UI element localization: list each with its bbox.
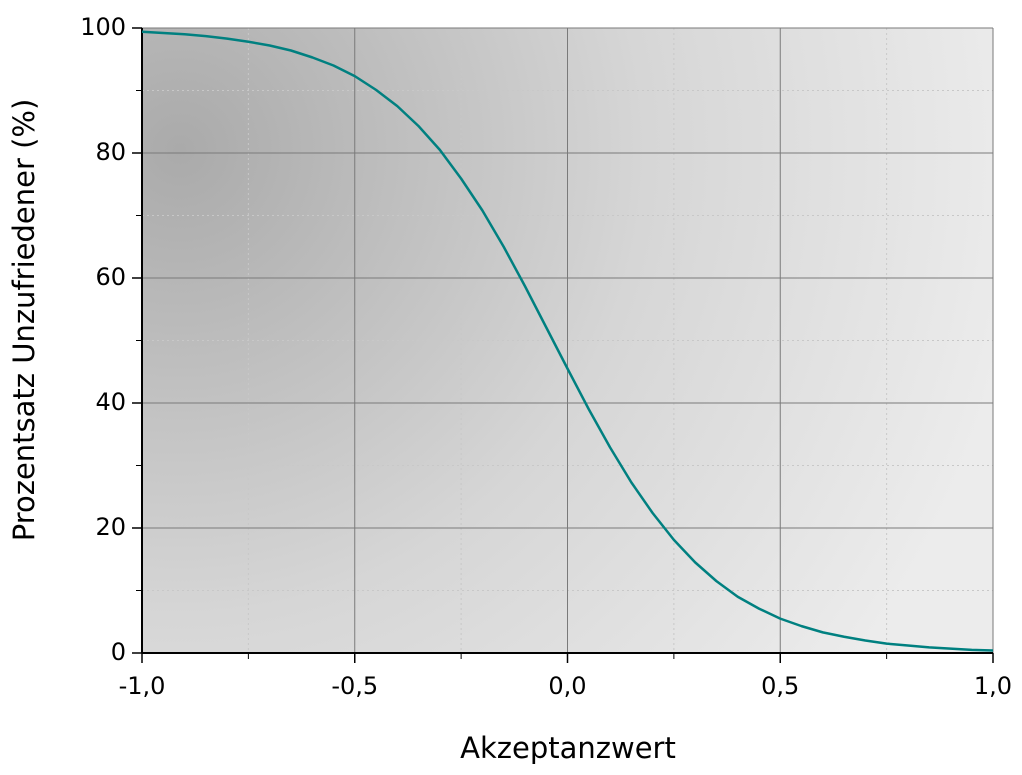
x-tick-label: 0,0	[548, 672, 586, 700]
x-axis-label: Akzeptanzwert	[460, 731, 676, 765]
grid	[132, 27, 994, 663]
y-tick-label: 0	[111, 638, 126, 666]
x-tick-label: -1,0	[119, 672, 166, 700]
x-tick-label: 1,0	[974, 672, 1012, 700]
y-axis-label: Prozentsatz Unzufriedener (%)	[7, 99, 41, 542]
y-tick-label: 40	[95, 388, 126, 416]
y-tick-label: 80	[95, 138, 126, 166]
marks	[141, 30, 994, 652]
y-tick-label: 100	[80, 13, 126, 41]
y-tick-label: 60	[95, 263, 126, 291]
y-tick-label: 20	[95, 513, 126, 541]
x-tick-label: 0,5	[761, 672, 799, 700]
x-tick-label: -0,5	[331, 672, 378, 700]
data-line	[141, 30, 994, 652]
